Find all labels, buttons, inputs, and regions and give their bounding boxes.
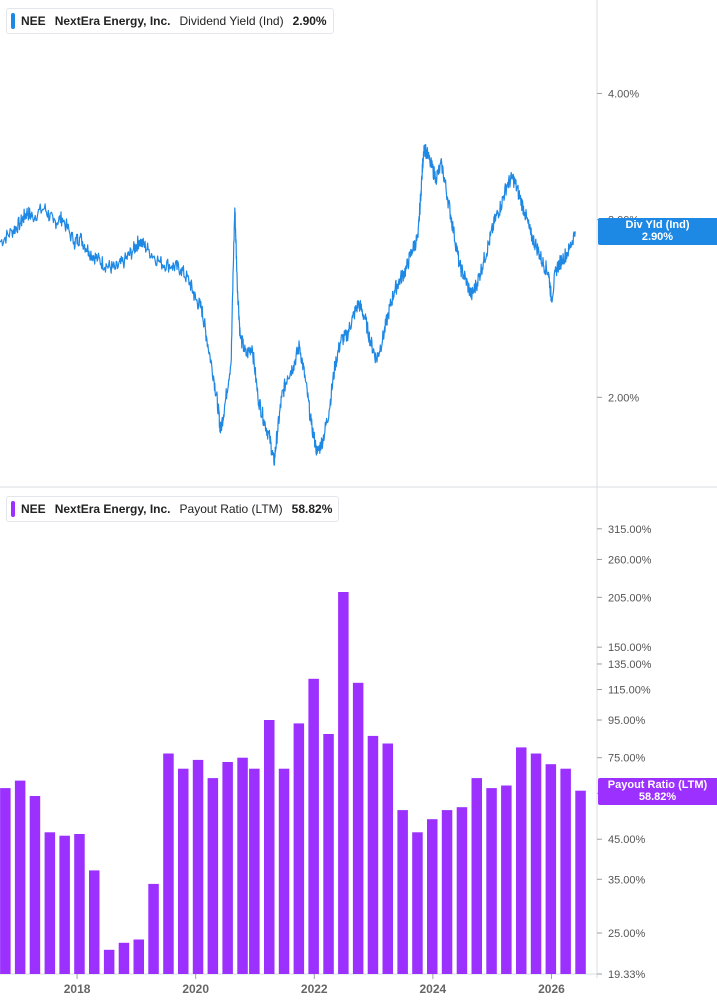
payout-ratio-bar <box>427 819 438 974</box>
payout-ratio-bar <box>575 790 586 974</box>
payout-ratio-bar <box>456 807 468 974</box>
y-tick-label: 19.33% <box>608 969 646 981</box>
payout-ratio-bar <box>397 810 408 974</box>
payout-ratio-bar <box>59 835 70 974</box>
payout-ratio-bar <box>352 682 364 974</box>
dividend-yield-legend: NEE NextEra Energy, Inc. Dividend Yield … <box>6 8 334 34</box>
legend-company: NextEra Energy, Inc. <box>54 14 171 28</box>
y-tick-label: 2.00% <box>608 392 639 404</box>
payout-ratio-bar <box>308 678 319 974</box>
tag-value: 58.82% <box>638 790 677 803</box>
tag-value: 2.90% <box>641 231 674 244</box>
payout-ratio-bar <box>178 768 189 974</box>
x-tick-label: 2024 <box>420 982 447 996</box>
payout-ratio-bar <box>516 747 527 974</box>
y-tick-label: 35.00% <box>608 874 646 886</box>
tag-label: Div Yld (Ind) <box>625 219 690 232</box>
payout-ratio-bar <box>207 778 219 974</box>
payout-ratio-bar <box>264 720 275 974</box>
payout-ratio-bar <box>530 753 542 974</box>
x-tick-label: 2020 <box>182 982 209 996</box>
dividend-yield-plot <box>0 143 576 466</box>
y-tick-label: 75.00% <box>608 753 646 765</box>
payout-ratio-bar <box>367 735 379 974</box>
y-tick-label: 25.00% <box>608 928 646 940</box>
payout-ratio-bar <box>412 832 423 974</box>
payout-ratio-bar <box>278 768 290 974</box>
x-tick-label: 2022 <box>301 982 328 996</box>
payout-ratio-bar <box>293 723 305 974</box>
payout-ratio-y-axis: 315.00% 260.00% 205.00% 150.00% 135.00% 115.0… <box>597 524 652 981</box>
legend-current-value: 2.90% <box>292 14 327 28</box>
payout-ratio-bar <box>0 788 11 974</box>
tag-label: Payout Ratio (LTM) <box>607 778 708 791</box>
payout-ratio-bar <box>222 762 233 974</box>
payout-ratio-bar <box>148 883 159 974</box>
y-tick-label: 205.00% <box>608 592 652 604</box>
legend-ticker: NEE <box>21 14 46 28</box>
payout-ratio-bar <box>501 785 512 974</box>
payout-ratio-bar <box>89 870 100 974</box>
y-tick-label: 150.00% <box>608 642 652 654</box>
x-axis: 2018 2020 2022 2024 2026 <box>64 974 565 996</box>
payout-ratio-bar <box>323 734 334 974</box>
payout-ratio-bar <box>14 780 26 974</box>
legend-current-value: 58.82% <box>291 502 333 516</box>
payout-ratio-price-tag: Payout Ratio (LTM) 58.82% <box>598 777 717 805</box>
dividend-yield-line <box>0 143 576 466</box>
payout-ratio-bar <box>486 788 497 974</box>
legend-metric: Dividend Yield (Ind) <box>179 14 284 28</box>
payout-ratio-bar <box>192 759 204 974</box>
dividend-yield-price-tag: Div Yld (Ind) 2.90% <box>598 218 717 246</box>
series-swatch <box>11 13 15 29</box>
x-tick-label: 2026 <box>538 982 565 996</box>
payout-ratio-bar <box>237 757 248 974</box>
legend-ticker: NEE <box>21 502 46 516</box>
legend-company: NextEra Energy, Inc. <box>54 502 171 516</box>
y-tick-label: 4.00% <box>608 88 639 100</box>
payout-ratio-bar <box>560 768 571 974</box>
y-tick-label: 45.00% <box>608 834 646 846</box>
payout-ratio-bar <box>118 942 130 974</box>
payout-ratio-bar <box>545 764 557 974</box>
legend-metric: Payout Ratio (LTM) <box>179 502 283 516</box>
y-tick-label: 95.00% <box>608 715 646 727</box>
payout-ratio-bar <box>163 753 174 974</box>
payout-ratio-bar <box>29 796 41 974</box>
payout-ratio-bar <box>382 743 393 974</box>
payout-ratio-bar <box>338 592 349 974</box>
payout-ratio-bar <box>103 949 115 974</box>
payout-ratio-bar <box>133 939 144 974</box>
y-tick-label: 135.00% <box>608 659 652 671</box>
dividend-yield-y-axis: 4.00%3.00%2.00% <box>597 88 639 404</box>
payout-ratio-bar <box>44 832 56 974</box>
payout-ratio-bar <box>441 810 453 974</box>
payout-ratio-legend: NEE NextEra Energy, Inc. Payout Ratio (L… <box>6 496 340 522</box>
y-tick-label: 315.00% <box>608 524 652 536</box>
payout-ratio-bar <box>471 778 482 974</box>
y-tick-label: 115.00% <box>608 685 651 697</box>
x-tick-label: 2018 <box>64 982 91 996</box>
payout-ratio-bar <box>74 834 85 974</box>
payout-ratio-bar <box>249 768 260 974</box>
series-swatch <box>11 501 15 517</box>
y-tick-label: 260.00% <box>608 554 652 566</box>
payout-ratio-plot <box>0 592 586 974</box>
